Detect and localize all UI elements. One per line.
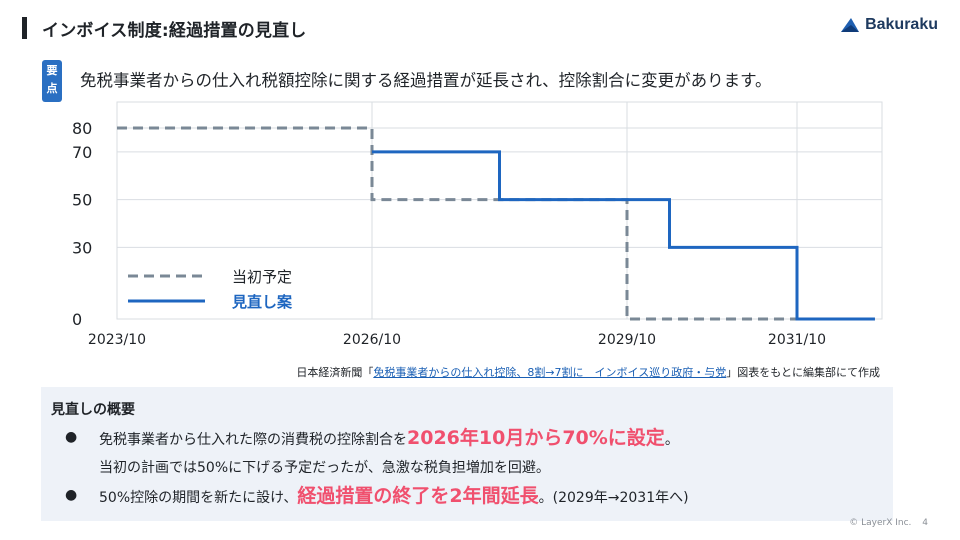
y-tick-label: 30 <box>72 238 92 257</box>
summary-item-1-post: 。 <box>664 432 679 448</box>
chart-series <box>117 126 875 321</box>
summary-item-2-highlight: 経過措置の終了を2年間延長 <box>297 485 539 507</box>
summary-item-1: 免税事業者から仕入れた際の消費税の控除割合を2026年10月から70%に設定。 <box>99 423 679 450</box>
y-tick-label: 70 <box>72 143 92 162</box>
source-note: 日本経済新聞「免税事業者からの仕入れ控除、8割→7割に インボイス巡り政府・与党… <box>296 364 880 380</box>
x-tick-label: 2026/10 <box>343 332 401 348</box>
source-prefix: 日本経済新聞「 <box>296 366 374 379</box>
series-line-1 <box>117 126 875 321</box>
summary-item-1-line2: 当初の計画では50%に下げる予定だったが、急激な税負担増加を回避。 <box>99 460 550 476</box>
y-tick-label: 0 <box>72 310 82 329</box>
page-title: インボイス制度:経過措置の見直し <box>42 21 307 41</box>
summary-item-1-pre: 免税事業者から仕入れた際の消費税の控除割合を <box>99 432 407 448</box>
summary-item-2: 50%控除の期間を新たに設け、経過措置の終了を2年間延長。(2029年→2031… <box>99 481 689 508</box>
logo-text: Bakuraku <box>865 16 938 33</box>
summary-box: 見直しの概要 ● 免税事業者から仕入れた際の消費税の控除割合を2026年10月か… <box>41 387 893 521</box>
step-chart: 0 30 50 70 80 2023/10 2026/10 2029/10 2031/10 当初… <box>72 101 883 348</box>
key-point-badge: 要 点 <box>42 60 62 102</box>
summary-title: 見直しの概要 <box>51 402 135 418</box>
x-tick-label: 2023/10 <box>88 332 146 348</box>
summary-item-2-pre: 50%控除の期間を新たに設け、 <box>99 490 298 506</box>
x-tick-label: 2031/10 <box>768 332 826 348</box>
summary-item-1-highlight: 2026年10月から70%に設定 <box>407 427 665 449</box>
badge-char-top: 要 <box>46 64 58 77</box>
legend-label-2: 見直し案 <box>231 293 293 311</box>
lead-text: 免税事業者からの仕入れ税額控除に関する経過措置が延長され、控除割合に変更がありま… <box>80 71 772 90</box>
chart-ticks: 0 30 50 70 80 2023/10 2026/10 2029/10 2031/10 <box>72 119 826 348</box>
series-line-2 <box>372 150 875 321</box>
x-tick-label: 2029/10 <box>598 332 656 348</box>
y-tick-label: 50 <box>72 191 92 210</box>
bullet-1: ● <box>65 429 78 445</box>
y-tick-label: 80 <box>72 119 92 138</box>
bullet-2: ● <box>65 487 78 503</box>
title-accent-bar <box>22 17 27 39</box>
copyright: © LayerX Inc. <box>849 518 912 528</box>
source-suffix: 」図表をもとに編集部にて作成 <box>726 366 880 379</box>
source-link[interactable]: 免税事業者からの仕入れ控除、8割→7割に インボイス巡り政府・与党 <box>373 366 727 379</box>
badge-char-bottom: 点 <box>46 82 58 95</box>
page-number: 4 <box>922 518 928 528</box>
bakuraku-logo-icon <box>841 18 860 32</box>
legend-label-1: 当初予定 <box>232 268 292 286</box>
bakuraku-logo: Bakuraku <box>839 16 938 34</box>
footer: © LayerX Inc. 4 <box>849 518 928 528</box>
chart-grid <box>116 101 883 320</box>
summary-item-2-post: 。(2029年→2031年へ) <box>538 490 689 506</box>
plot-area-border <box>116 101 883 320</box>
